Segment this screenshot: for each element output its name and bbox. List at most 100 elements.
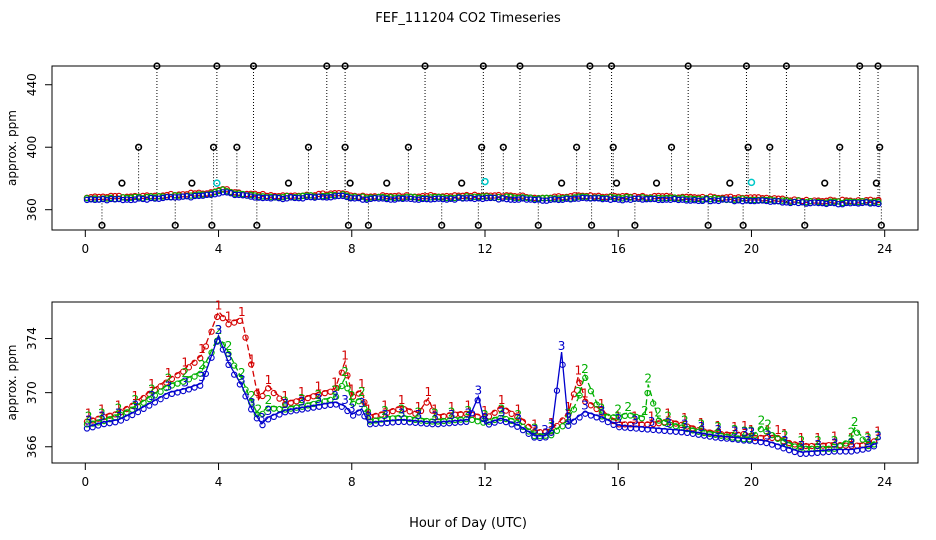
series-3-point (338, 403, 345, 410)
series-1-label: 1 (331, 376, 339, 390)
baseline-point (595, 195, 602, 202)
baseline-point (679, 196, 686, 203)
baseline-point (283, 192, 291, 200)
baseline-point (655, 196, 662, 204)
series-1-point (491, 409, 498, 416)
baseline-point (791, 198, 798, 206)
baseline-point (691, 197, 698, 204)
baseline-point (219, 189, 227, 196)
series-1-point (95, 415, 102, 422)
series-1-point (168, 375, 176, 383)
series-1-point (582, 398, 589, 405)
baseline-point (407, 195, 414, 203)
series-3-point (282, 409, 289, 416)
series-3-label: 3 (481, 411, 489, 425)
baseline-point (367, 195, 374, 203)
series-1-label: 1 (398, 393, 406, 407)
baseline-point (435, 195, 442, 202)
baseline-point (363, 196, 370, 203)
series-2-label: 2 (564, 407, 572, 421)
series-3-label: 3 (874, 430, 882, 444)
baseline-point (467, 194, 474, 202)
series-3-label: 3 (398, 407, 406, 421)
x-tick-label: 12 (477, 242, 492, 256)
series-1-point (434, 414, 442, 421)
baseline-point (443, 196, 450, 203)
series-2-point (593, 401, 600, 408)
series-1-point (231, 319, 238, 326)
baseline-point (547, 196, 554, 203)
baseline-point (695, 197, 702, 205)
spike-high-marker (742, 62, 751, 70)
series-3-label: 3 (681, 418, 689, 432)
baseline-point (123, 196, 131, 203)
baseline-point (807, 199, 814, 207)
series-3-point (553, 387, 561, 394)
spike-low-marker (877, 221, 885, 229)
baseline-point (667, 196, 674, 203)
spike-mid-marker (667, 143, 676, 151)
series-1-label: 1 (358, 377, 366, 391)
baseline-point (759, 197, 766, 204)
series-1-label: 1 (598, 397, 606, 411)
spike-high-marker (684, 62, 692, 70)
baseline-point (823, 200, 830, 208)
series-3-point (853, 447, 861, 454)
baseline-point (795, 199, 802, 207)
series-1-point (191, 359, 198, 366)
series-2-label: 2 (598, 401, 606, 415)
series-1-point (338, 369, 345, 376)
baseline-point (855, 200, 862, 207)
series-2-point (633, 413, 640, 421)
series-2-point (859, 436, 866, 443)
baseline-point (199, 192, 207, 199)
series-1-point (106, 412, 113, 419)
baseline-point (387, 196, 394, 203)
baseline-point (707, 195, 714, 203)
series-2-label: 2 (731, 423, 739, 437)
baseline-point (843, 199, 850, 207)
series-1-point (265, 385, 272, 392)
spike-mid-marker (836, 143, 844, 151)
series-2-label: 2 (148, 382, 156, 396)
series-2-point (310, 400, 317, 408)
series-2-point (231, 362, 238, 369)
baseline-point (495, 193, 502, 201)
series-1-label: 1 (381, 399, 389, 413)
spike-low-marker (344, 221, 353, 229)
series-2-point (616, 414, 623, 421)
baseline-point (355, 194, 362, 202)
series-3-point (106, 420, 113, 427)
small-spike-marker (821, 179, 829, 187)
series-1-label: 1 (315, 380, 323, 394)
series-3-label: 3 (558, 339, 566, 353)
baseline-point (155, 195, 163, 202)
baseline-point (627, 196, 634, 203)
series-3-label: 3 (498, 405, 506, 419)
series-3-point (785, 447, 793, 454)
baseline-point (571, 195, 578, 202)
x-axis-label: Hour of Day (UTC) (409, 516, 527, 531)
series-2-label: 2 (748, 424, 756, 438)
series-2-point (146, 395, 153, 403)
series-2-point (349, 400, 357, 407)
baseline-point (747, 197, 754, 205)
series-2-label: 2 (831, 434, 839, 448)
baseline-point (251, 194, 259, 201)
series-3-point (146, 402, 153, 409)
small-spike-marker (872, 179, 880, 187)
series-1-point (349, 393, 357, 400)
baseline-point (207, 191, 215, 198)
baseline-point (247, 193, 255, 200)
series-3-point (751, 438, 759, 445)
baseline-point (811, 199, 818, 206)
series-2-label: 2 (581, 362, 589, 376)
baseline-point (835, 200, 842, 208)
series-2-label: 2 (431, 407, 439, 421)
small-spike-marker (612, 179, 621, 187)
baseline-point (167, 194, 175, 201)
series-2-point (474, 418, 481, 425)
series-3-point (519, 426, 527, 434)
series-1-label: 1 (498, 393, 506, 407)
series-2-label: 2 (681, 413, 689, 427)
